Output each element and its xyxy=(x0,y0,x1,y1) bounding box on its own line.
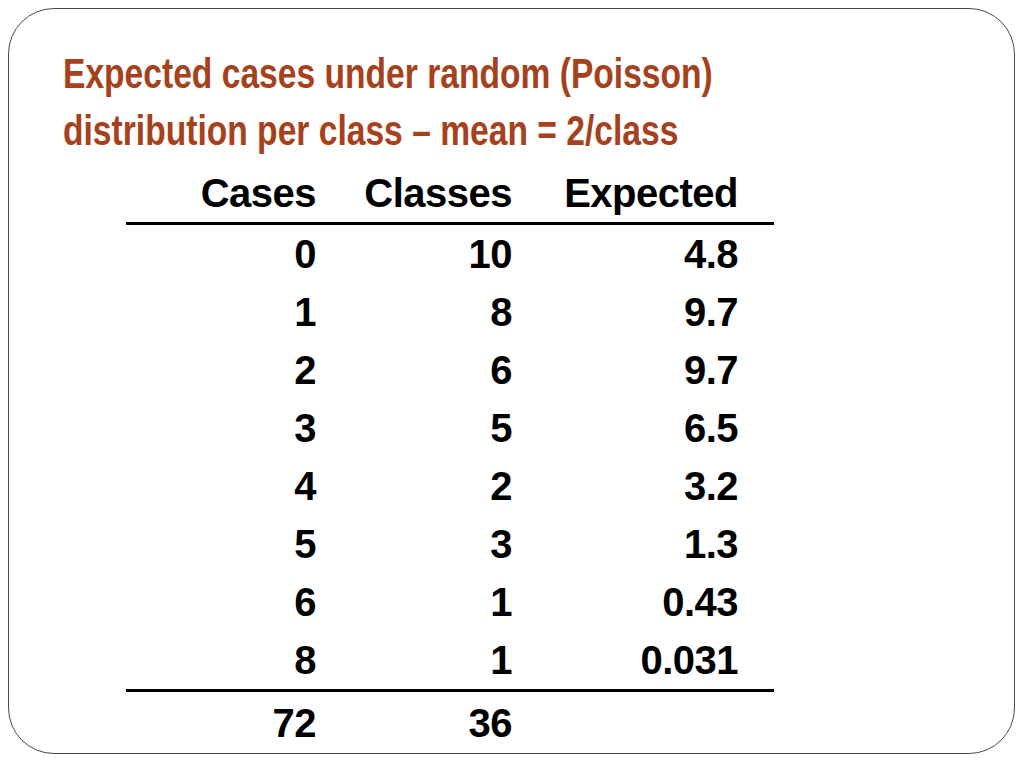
slide-title: Expected cases under random (Poisson) di… xyxy=(63,45,713,159)
column-header-classes: Classes xyxy=(316,166,512,224)
cell-classes: 8 xyxy=(316,283,512,341)
cell-classes: 1 xyxy=(316,573,512,631)
cell-expected: 0.031 xyxy=(512,631,774,691)
table-totals-row: 72 36 xyxy=(126,691,774,755)
cell-expected: 6.5 xyxy=(512,399,774,457)
table-row: 3 5 6.5 xyxy=(126,399,774,457)
cell-classes: 5 xyxy=(316,399,512,457)
cell-classes: 3 xyxy=(316,515,512,573)
cell-cases: 3 xyxy=(126,399,316,457)
cell-cases: 8 xyxy=(126,631,316,691)
table-row: 0 10 4.8 xyxy=(126,224,774,284)
table-row: 1 8 9.7 xyxy=(126,283,774,341)
cell-cases: 1 xyxy=(126,283,316,341)
cell-cases: 4 xyxy=(126,457,316,515)
poisson-expected-table: Cases Classes Expected 0 10 4.8 1 8 9.7 … xyxy=(126,166,774,754)
cell-expected: 0.43 xyxy=(512,573,774,631)
cell-classes: 1 xyxy=(316,631,512,691)
cell-classes: 6 xyxy=(316,341,512,399)
cell-cases: 2 xyxy=(126,341,316,399)
table-row: 6 1 0.43 xyxy=(126,573,774,631)
cell-expected: 9.7 xyxy=(512,283,774,341)
slide-title-line-1: Expected cases under random (Poisson) xyxy=(63,45,713,102)
table-row: 2 6 9.7 xyxy=(126,341,774,399)
cell-cases: 0 xyxy=(126,224,316,284)
column-header-cases: Cases xyxy=(126,166,316,224)
cell-classes: 2 xyxy=(316,457,512,515)
table-row: 4 2 3.2 xyxy=(126,457,774,515)
slide-title-line-2: distribution per class – mean = 2/class xyxy=(63,102,713,159)
cell-expected: 4.8 xyxy=(512,224,774,284)
column-header-expected: Expected xyxy=(512,166,774,224)
cell-expected: 3.2 xyxy=(512,457,774,515)
slide-canvas: Expected cases under random (Poisson) di… xyxy=(8,8,1015,754)
total-cases: 72 xyxy=(126,691,316,755)
cell-expected: 1.3 xyxy=(512,515,774,573)
cell-classes: 10 xyxy=(316,224,512,284)
cell-expected: 9.7 xyxy=(512,341,774,399)
total-classes: 36 xyxy=(316,691,512,755)
cell-cases: 5 xyxy=(126,515,316,573)
table-row: 8 1 0.031 xyxy=(126,631,774,691)
total-expected xyxy=(512,691,774,755)
table-header-row: Cases Classes Expected xyxy=(126,166,774,224)
table-row: 5 3 1.3 xyxy=(126,515,774,573)
cell-cases: 6 xyxy=(126,573,316,631)
